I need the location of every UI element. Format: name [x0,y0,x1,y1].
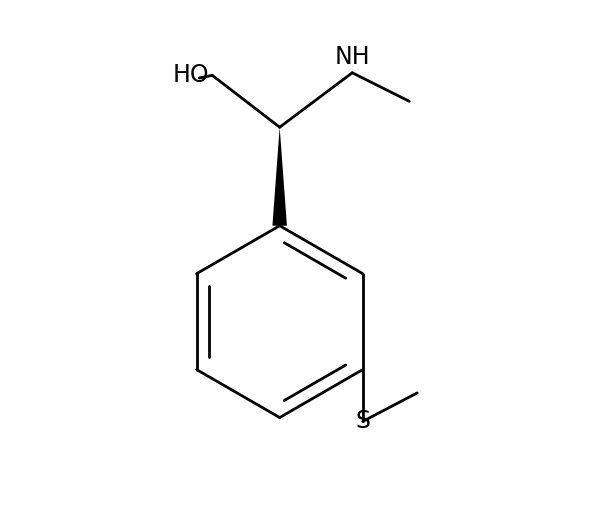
Text: HO: HO [173,63,210,88]
Text: S: S [355,409,370,433]
Text: NH: NH [335,45,370,69]
Polygon shape [273,127,287,226]
